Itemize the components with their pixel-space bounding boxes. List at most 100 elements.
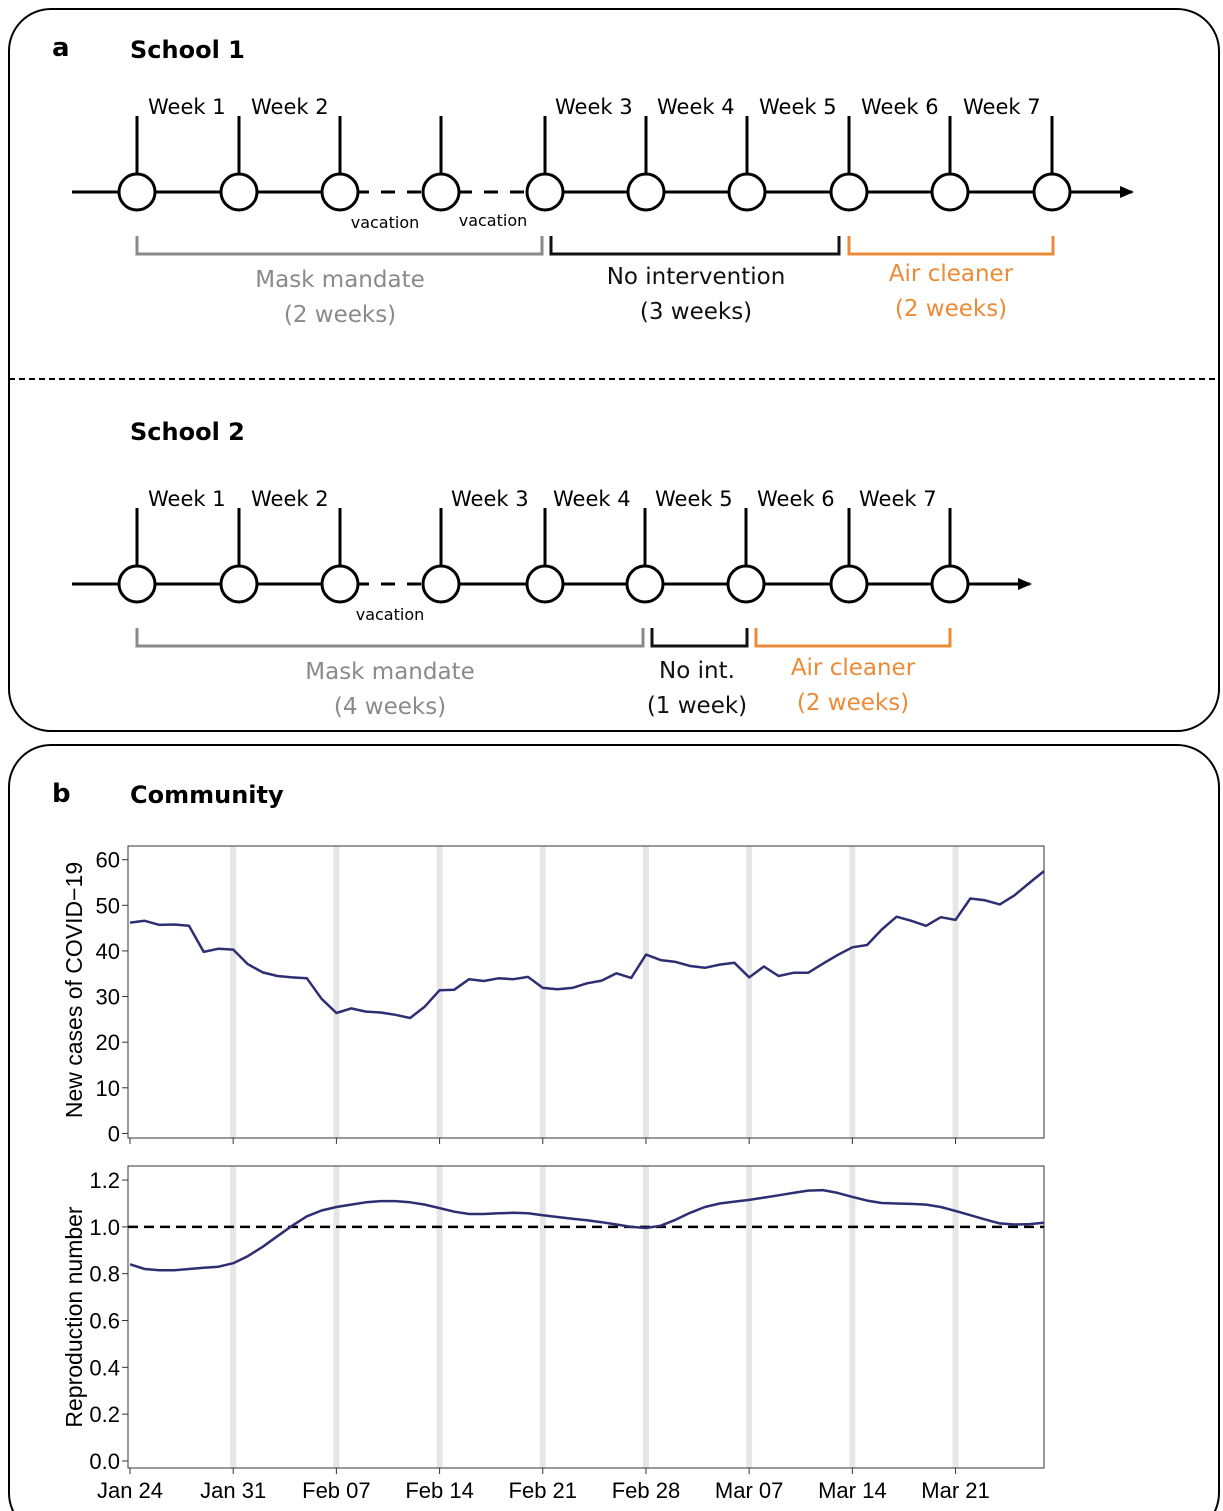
school2-mask-label-2: (4 weeks): [334, 694, 446, 720]
school1-aircleaner-label-1: Air cleaner: [889, 261, 1014, 287]
school1-node-9: [930, 172, 970, 212]
school1-title: School 1: [130, 36, 245, 64]
reproduction-plot-frame: [127, 1165, 1045, 1469]
school2-node-4: [421, 564, 461, 604]
cases-week-band-5: [642, 846, 649, 1138]
reproduction-week-band-2: [333, 1166, 340, 1468]
reproduction-x-tick-label-5: Feb 28: [612, 1478, 681, 1503]
school1-node-3: [320, 172, 360, 212]
panel-a-frame: [8, 8, 1220, 732]
cases-week-band-2: [333, 846, 340, 1138]
reproduction-y-tick-label-3: 0.6: [89, 1309, 120, 1334]
school2-week-2-label: Week 2: [251, 487, 329, 511]
reproduction-y-tick-label-0: 0.0: [89, 1449, 120, 1474]
school1-aircleaner-label-2: (2 weeks): [895, 296, 1007, 322]
cases-week-band-4: [539, 846, 546, 1138]
cases-y-tick-label-6: 60: [96, 848, 120, 873]
cases-series-line: [129, 870, 1045, 1020]
reproduction-y-axis-label: Reproduction number: [61, 1206, 87, 1428]
school1-node-6: [626, 172, 666, 212]
school2-node-9: [930, 564, 970, 604]
school2-node-2: [219, 564, 259, 604]
school1-mask-label-1: Mask mandate: [255, 267, 425, 293]
school1-nointervention-bracket: [549, 236, 841, 256]
panel-b: b Community 0 10 20 30 40 50 60 New cases of C…: [8, 744, 1220, 1511]
cases-y-axis-label: New cases of COVID−19: [61, 862, 87, 1118]
school1-node-1: [117, 172, 157, 212]
reproduction-week-band-3: [436, 1166, 443, 1468]
panel-a-letter: a: [52, 33, 70, 63]
school1-week-4-label: Week 4: [657, 95, 735, 119]
school2-node-7: [726, 564, 766, 604]
school1-node-4: [421, 172, 461, 212]
school2-noint-label-2: (1 week): [647, 693, 747, 719]
reproduction-x-tick-label-7: Mar 14: [818, 1478, 886, 1503]
reproduction-y-tick-label-6: 1.2: [89, 1168, 120, 1193]
school1-timeline: Week 1 Week 2 Week 3 Week 4 Week 5 Week …: [72, 95, 1134, 328]
school1-week-2-label: Week 2: [251, 95, 329, 119]
school1-node-2: [219, 172, 259, 212]
cases-week-band-6: [746, 846, 753, 1138]
reproduction-week-band-6: [746, 1166, 753, 1468]
school2-week-1-label: Week 1: [148, 487, 226, 511]
cases-y-tick-label-0: 0: [108, 1121, 120, 1146]
school1-vacation-2-label: vacation: [459, 211, 528, 230]
reproduction-y-tick-label-1: 0.2: [89, 1402, 120, 1427]
school1-node-7: [727, 172, 767, 212]
cases-y-tick-label-4: 40: [96, 939, 120, 964]
panel-a: a School 1 School 2 Week 1 Week 2 Week 3…: [8, 8, 1220, 732]
school2-node-5: [525, 564, 565, 604]
school2-aircleaner-label-1: Air cleaner: [791, 655, 916, 681]
reproduction-y-tick-label-2: 0.4: [89, 1355, 120, 1380]
cases-week-band-7: [849, 846, 856, 1138]
school2-week-7-label: Week 7: [859, 487, 937, 511]
reproduction-chart: 0.0 0.2 0.4 0.6 0.8 1.0 1.2 Jan 24 Jan 31 Feb 07…: [61, 1165, 1045, 1503]
school1-week-3-label: Week 3: [555, 95, 633, 119]
school2-aircleaner-bracket: [754, 628, 952, 648]
reproduction-week-band-1: [230, 1166, 237, 1468]
school2-noint-label-1: No int.: [659, 658, 735, 684]
reproduction-week-band-4: [539, 1166, 546, 1468]
community-title: Community: [130, 781, 284, 809]
school1-nointervention-label-2: (3 weeks): [640, 299, 752, 325]
school2-week-6-label: Week 6: [757, 487, 835, 511]
panel-b-letter: b: [52, 779, 71, 809]
school1-week-7-label: Week 7: [963, 95, 1041, 119]
cases-y-tick-label-2: 20: [96, 1030, 120, 1055]
reproduction-x-tick-label-2: Feb 07: [302, 1478, 371, 1503]
reproduction-x-tick-label-6: Mar 07: [715, 1478, 783, 1503]
school1-nointervention-label-1: No intervention: [607, 264, 786, 290]
school1-node-10: [1032, 172, 1072, 212]
cases-week-band-1: [230, 846, 237, 1138]
school2-week-3-label: Week 3: [451, 487, 529, 511]
school2-node-8: [829, 564, 869, 604]
reproduction-x-tick-label-0: Jan 24: [97, 1478, 163, 1503]
school1-node-5: [525, 172, 565, 212]
reproduction-y-tick-label-4: 0.8: [89, 1262, 120, 1287]
school1-mask-label-2: (2 weeks): [284, 302, 396, 328]
school2-aircleaner-label-2: (2 weeks): [797, 690, 909, 716]
school1-mask-bracket: [135, 236, 544, 256]
school2-mask-label-1: Mask mandate: [305, 659, 475, 685]
cases-y-tick-label-5: 50: [96, 893, 120, 918]
school2-node-3: [320, 564, 360, 604]
reproduction-week-band-7: [849, 1166, 856, 1468]
school1-node-8: [829, 172, 869, 212]
school2-noint-bracket: [650, 628, 749, 648]
school2-week-5-label: Week 5: [655, 487, 733, 511]
school2-timeline: Week 1 Week 2 Week 3 Week 4 Week 5 Week …: [72, 487, 1032, 720]
reproduction-x-tick-label-8: Mar 21: [921, 1478, 989, 1503]
school2-mask-bracket: [135, 628, 645, 648]
school1-week-6-label: Week 6: [861, 95, 939, 119]
school1-week-5-label: Week 5: [759, 95, 837, 119]
cases-week-band-8: [952, 846, 959, 1138]
school2-vacation-label: vacation: [356, 605, 425, 624]
school2-week-4-label: Week 4: [553, 487, 631, 511]
reproduction-y-tick-label-5: 1.0: [89, 1215, 120, 1240]
cases-chart: 0 10 20 30 40 50 60 New cases of COVID−19: [61, 845, 1045, 1146]
school1-aircleaner-bracket: [847, 236, 1055, 256]
school2-node-1: [117, 564, 157, 604]
reproduction-series-line: [129, 1188, 1045, 1272]
cases-y-tick-label-3: 30: [96, 985, 120, 1010]
cases-y-tick-label-1: 10: [96, 1076, 120, 1101]
